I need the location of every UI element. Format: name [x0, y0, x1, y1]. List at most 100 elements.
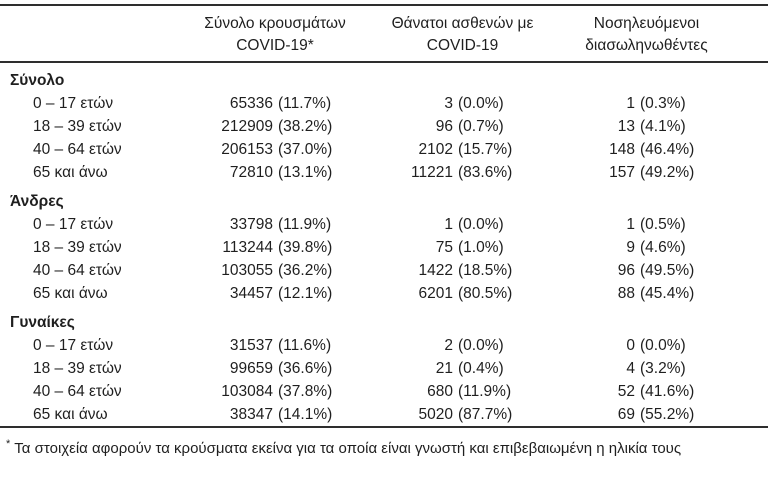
col-header-line: Σύνολο κρουσμάτων	[204, 15, 346, 32]
intubated-percent: (49.5%)	[640, 261, 695, 279]
intubated-cell: 1 (0.3%)	[555, 92, 768, 115]
deaths-cell: 11221 (83.6%)	[370, 161, 555, 184]
footnote-text: Τα στοιχεία αφορούν τα κρούσματα εκείνα …	[14, 440, 682, 457]
col-header-total-cases: Σύνολο κρουσμάτων COVID-19*	[180, 5, 370, 63]
cases-cell: 212909 (38.2%)	[180, 115, 370, 138]
cases-cell: 99659 (36.6%)	[180, 357, 370, 380]
cases-cell: 34457 (12.1%)	[180, 282, 370, 305]
intubated-count: 148	[609, 140, 635, 158]
cases-count: 34457	[229, 284, 273, 302]
deaths-percent: (18.5%)	[458, 261, 513, 279]
deaths-count: 75	[435, 238, 453, 256]
table-row: 0 – 17 ετών 33798 (11.9%) 1 (0.0%) 1 (0.5%)	[0, 213, 768, 236]
deaths-count: 1422	[418, 261, 453, 279]
cases-percent: (39.8%)	[278, 238, 333, 256]
deaths-percent: (80.5%)	[458, 284, 513, 302]
table-header-row: Σύνολο κρουσμάτων COVID-19* Θάνατοι ασθε…	[0, 5, 768, 63]
deaths-percent: (0.0%)	[458, 215, 504, 233]
col-header-deaths: Θάνατοι ασθενών με COVID-19	[370, 5, 555, 63]
cases-count: 212909	[221, 117, 273, 135]
deaths-cell: 1422 (18.5%)	[370, 259, 555, 282]
col-header-line: διασωληνωθέντες	[585, 37, 708, 54]
cases-percent: (38.2%)	[278, 117, 333, 135]
cases-cell: 72810 (13.1%)	[180, 161, 370, 184]
col-header-intubated: Νοσηλευόμενοι διασωληνωθέντες	[555, 5, 768, 63]
intubated-cell: 4 (3.2%)	[555, 357, 768, 380]
cases-count: 33798	[229, 215, 273, 233]
deaths-cell: 1 (0.0%)	[370, 213, 555, 236]
table-row: 18 – 39 ετών 99659 (36.6%) 21 (0.4%) 4 (3.2…	[0, 357, 768, 380]
age-label: 18 – 39 ετών	[33, 238, 122, 256]
intubated-count: 52	[617, 382, 635, 400]
section-row: Άνδρες	[0, 184, 768, 213]
cases-percent: (14.1%)	[278, 405, 333, 423]
cases-percent: (37.0%)	[278, 140, 333, 158]
intubated-count: 4	[626, 359, 635, 377]
section-label: Άνδρες	[10, 192, 64, 210]
age-label: 65 και άνω	[33, 163, 108, 181]
intubated-count: 1	[626, 215, 635, 233]
cases-percent: (37.8%)	[278, 382, 333, 400]
table-row: 65 και άνω 38347 (14.1%) 5020 (87.7%) 69 (5…	[0, 403, 768, 427]
section-label: Σύνολο	[10, 71, 65, 89]
intubated-count: 96	[617, 261, 635, 279]
intubated-count: 1	[626, 94, 635, 112]
cases-percent: (11.7%)	[278, 94, 332, 112]
intubated-cell: 1 (0.5%)	[555, 213, 768, 236]
deaths-count: 5020	[418, 405, 453, 423]
deaths-percent: (0.7%)	[458, 117, 504, 135]
intubated-percent: (0.3%)	[640, 94, 686, 112]
deaths-cell: 21 (0.4%)	[370, 357, 555, 380]
deaths-percent: (15.7%)	[458, 140, 513, 158]
cases-count: 99659	[229, 359, 273, 377]
deaths-cell: 6201 (80.5%)	[370, 282, 555, 305]
table-row: 65 και άνω 72810 (13.1%) 11221 (83.6%) 157…	[0, 161, 768, 184]
age-label: 18 – 39 ετών	[33, 359, 122, 377]
intubated-count: 157	[609, 163, 635, 181]
cases-count: 31537	[229, 336, 273, 354]
footnote-marker: *	[6, 438, 11, 450]
age-label: 0 – 17 ετών	[33, 215, 114, 233]
deaths-count: 2	[444, 336, 453, 354]
intubated-cell: 52 (41.6%)	[555, 380, 768, 403]
intubated-count: 88	[617, 284, 635, 302]
cases-cell: 103084 (37.8%)	[180, 380, 370, 403]
intubated-cell: 0 (0.0%)	[555, 334, 768, 357]
intubated-percent: (0.5%)	[640, 215, 686, 233]
cases-cell: 103055 (36.2%)	[180, 259, 370, 282]
cases-count: 113244	[222, 238, 273, 256]
cases-cell: 113244 (39.8%)	[180, 236, 370, 259]
age-label: 40 – 64 ετών	[33, 140, 122, 158]
deaths-cell: 680 (11.9%)	[370, 380, 555, 403]
age-label: 0 – 17 ετών	[33, 336, 114, 354]
deaths-percent: (0.0%)	[458, 336, 504, 354]
intubated-cell: 69 (55.2%)	[555, 403, 768, 427]
deaths-count: 11221	[411, 163, 453, 181]
deaths-cell: 5020 (87.7%)	[370, 403, 555, 427]
intubated-percent: (49.2%)	[640, 163, 695, 181]
col-header-line: Θάνατοι ασθενών με	[391, 15, 534, 32]
intubated-cell: 13 (4.1%)	[555, 115, 768, 138]
deaths-cell: 75 (1.0%)	[370, 236, 555, 259]
cases-percent: (36.2%)	[278, 261, 333, 279]
col-header-line: COVID-19	[426, 37, 499, 54]
cases-percent: (12.1%)	[278, 284, 333, 302]
deaths-percent: (0.0%)	[458, 94, 504, 112]
intubated-cell: 148 (46.4%)	[555, 138, 768, 161]
table-row: 0 – 17 ετών 31537 (11.6%) 2 (0.0%) 0 (0.0%)	[0, 334, 768, 357]
intubated-percent: (4.1%)	[640, 117, 686, 135]
intubated-percent: (55.2%)	[640, 405, 695, 423]
deaths-percent: (83.6%)	[458, 163, 513, 181]
intubated-percent: (4.6%)	[640, 238, 686, 256]
cases-count: 72810	[229, 163, 273, 181]
intubated-percent: (46.4%)	[640, 140, 695, 158]
cases-count: 103055	[221, 261, 273, 279]
section-row: Σύνολο	[0, 62, 768, 92]
cases-cell: 206153 (37.0%)	[180, 138, 370, 161]
intubated-count: 13	[617, 117, 635, 135]
deaths-cell: 2 (0.0%)	[370, 334, 555, 357]
deaths-cell: 2102 (15.7%)	[370, 138, 555, 161]
deaths-count: 680	[427, 382, 453, 400]
deaths-cell: 96 (0.7%)	[370, 115, 555, 138]
